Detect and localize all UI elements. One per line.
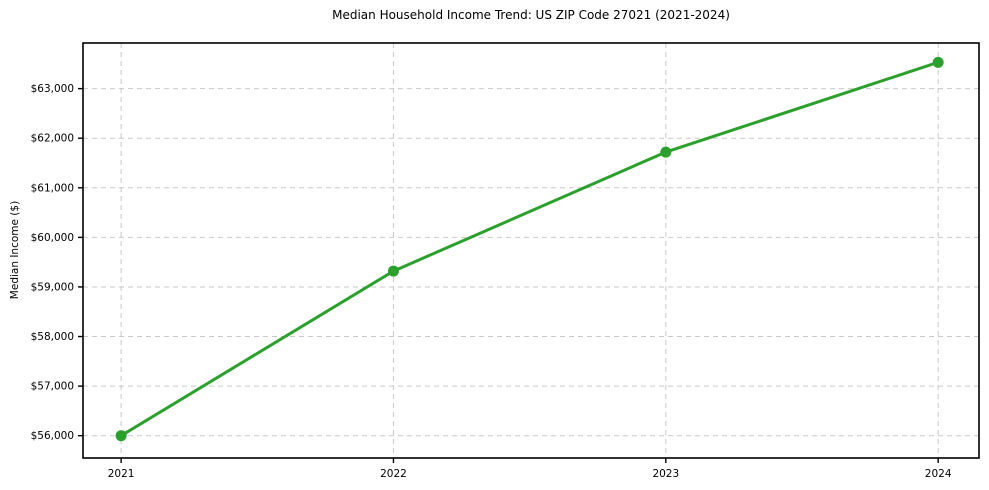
axis-ticks (78, 87, 939, 463)
data-point-2023 (660, 146, 672, 158)
x-tick-label: 2022 (380, 468, 407, 480)
x-tick-label: 2024 (925, 468, 952, 480)
x-tick-label: 2021 (108, 468, 135, 480)
plot-border (82, 42, 980, 459)
x-tick-label: 2023 (652, 468, 679, 480)
y-tick-label: $58,000 (31, 331, 74, 343)
data-points (115, 56, 944, 442)
data-point-2022 (387, 265, 399, 277)
trend-line (119, 60, 940, 438)
gridlines (83, 43, 979, 458)
y-tick-label: $59,000 (31, 281, 74, 293)
data-point-2024 (932, 56, 944, 68)
y-tick-label: $62,000 (31, 133, 74, 145)
y-tick-label: $63,000 (31, 83, 74, 95)
y-tick-label: $56,000 (31, 430, 74, 442)
axis-tick-labels: $56,000 $57,000 $58,000 $59,000 $60,000 $61,0… (31, 83, 952, 480)
y-tick-label: $60,000 (31, 232, 74, 244)
y-tick-label: $61,000 (31, 182, 74, 194)
y-tick-label: $57,000 (31, 381, 74, 393)
data-point-2021 (115, 430, 127, 442)
chart-title: Median Household Income Trend: US ZIP Co… (332, 8, 730, 22)
